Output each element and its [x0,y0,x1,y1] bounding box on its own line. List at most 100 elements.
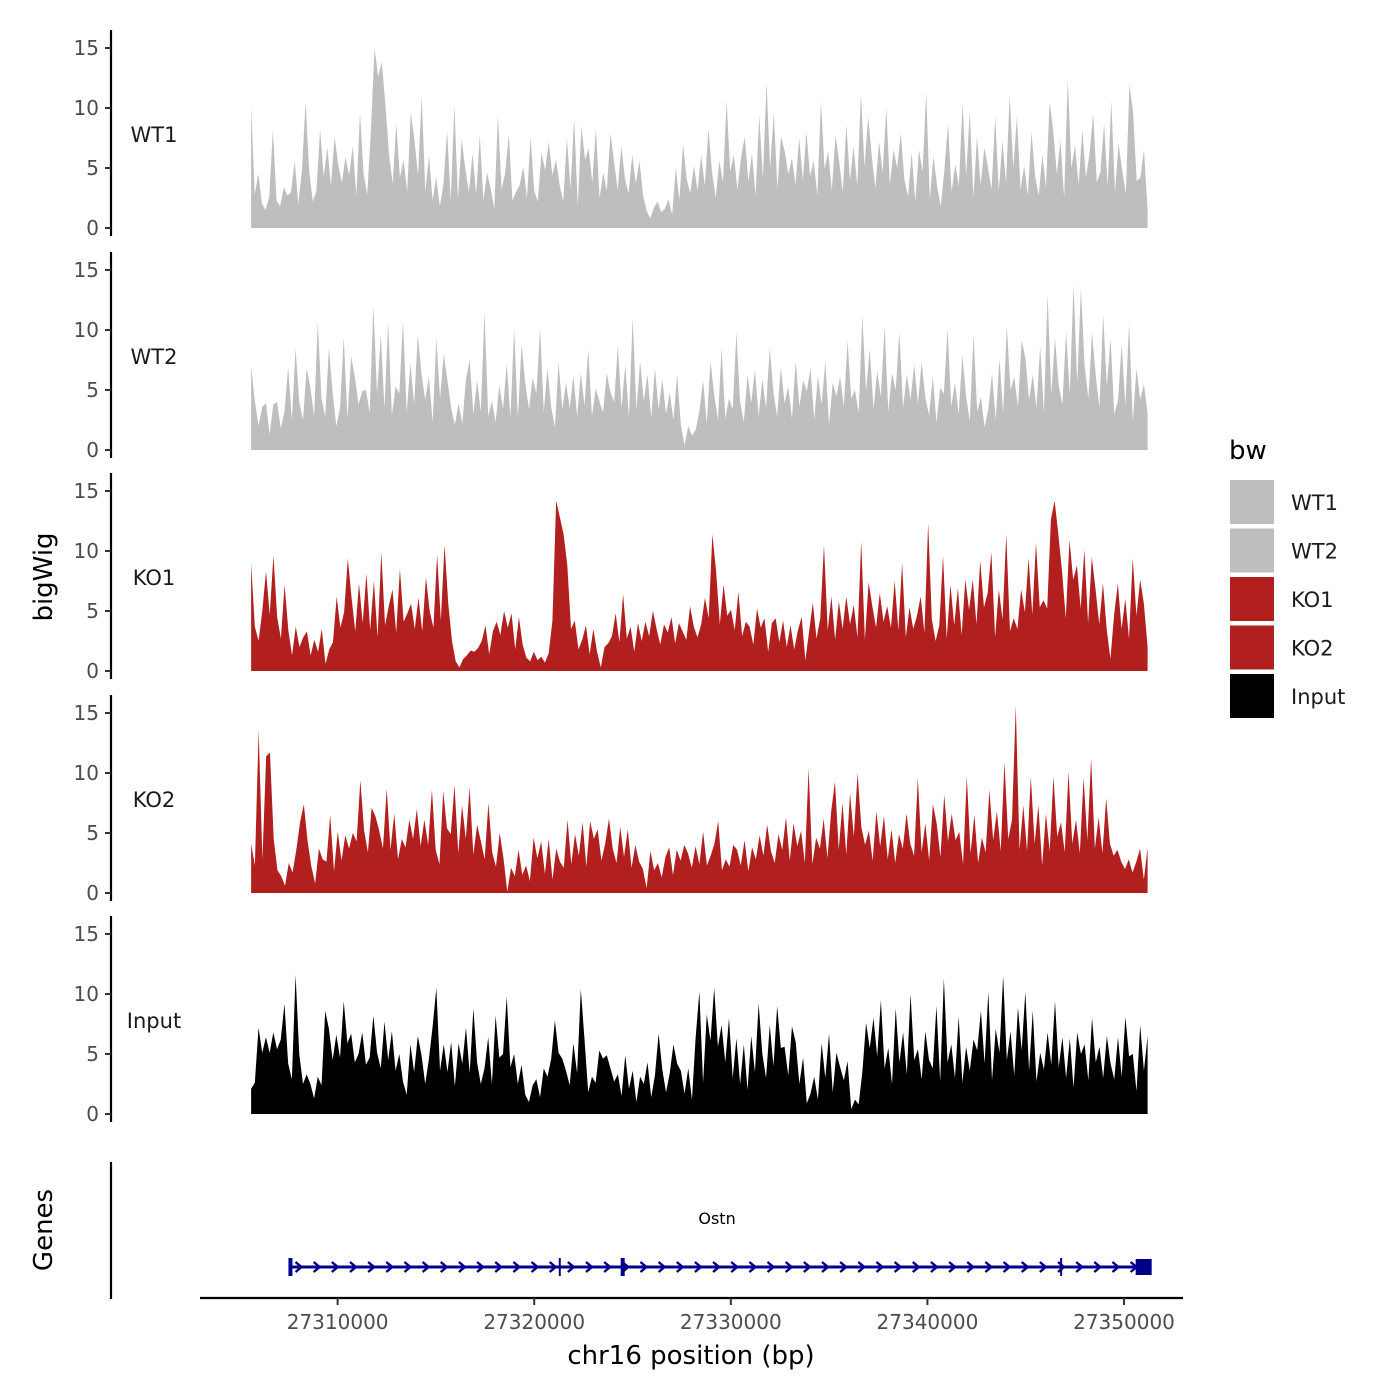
strand-arrow-icon [657,1261,667,1273]
strand-arrow-icon [530,1261,540,1273]
strand-arrow-icon [331,1261,340,1273]
y-tick-label: 5 [86,821,99,845]
legend-swatch-ko1 [1230,577,1274,621]
strand-arrow-icon [766,1261,776,1273]
legend-label-ko1: KO1 [1291,588,1334,612]
legend: bw WT1 WT2 KO1 KO2 Input [1229,436,1345,718]
strand-arrow-icon [312,1261,322,1273]
y-axis-title-bigwig: bigWig [29,532,59,621]
strand-arrow-icon [639,1261,649,1273]
track-label-wt2: WT2 [131,345,178,369]
legend-label-wt1: WT1 [1291,491,1338,515]
legend-swatch-input [1230,674,1274,718]
strand-arrow-icon [1075,1261,1085,1273]
strand-arrow-icon [367,1261,377,1273]
track-wt2: 0 5 10 15 WT2 [74,252,1148,462]
track-wt1: 0 5 10 15 WT1 [74,30,1148,240]
x-tick-label: 27350000 [1073,1310,1175,1334]
coverage-area-ko1 [251,500,1148,671]
strand-arrow-icon [585,1261,594,1273]
strand-arrow-icon [349,1261,358,1273]
coverage-area-wt1 [251,48,1148,228]
y-tick-label: 0 [86,881,99,905]
strand-arrow-icon [1002,1261,1012,1273]
strand-arrow-icon [476,1261,485,1273]
legend-swatch-wt1 [1230,480,1274,524]
y-tick-label: 10 [74,539,99,563]
strand-arrow-icon [984,1261,994,1273]
y-tick-label: 5 [86,599,99,623]
strand-arrow-icon [439,1261,449,1273]
strand-arrow-icon [803,1261,812,1273]
legend-swatch-ko2 [1230,625,1274,670]
track-ko1: 0 5 10 15 KO1 [74,473,1148,683]
strand-arrow-icon [548,1261,558,1273]
legend-label-ko2: KO2 [1291,637,1334,661]
track-label-ko2: KO2 [133,788,176,812]
y-tick-label: 0 [86,659,99,683]
strand-arrow-icon [748,1261,758,1273]
strand-arrow-icon [712,1261,721,1273]
strand-arrow-icon [730,1261,740,1273]
y-tick-label: 15 [74,701,99,725]
strand-arrow-icon [1057,1261,1066,1273]
y-tick-label: 5 [86,156,99,180]
x-ticks: 27310000 27320000 27330000 27340000 27350000 [287,1298,1175,1334]
strand-arrow-icon [458,1261,467,1273]
strand-arrow-icon [893,1261,903,1273]
strand-arrow-icon [421,1261,431,1273]
coverage-area-ko2 [251,705,1148,893]
strand-arrow-icon [784,1261,794,1273]
strand-arrow-icon [1020,1261,1030,1273]
x-axis: 27310000 27320000 27330000 27340000 27350000 [200,1296,1183,1334]
coverage-area-input [251,974,1148,1114]
y-tick-label: 15 [74,479,99,503]
strand-arrow-icon [966,1261,976,1273]
y-tick-label: 10 [74,318,99,342]
track-input: 0 5 10 15 Input [74,916,1148,1126]
gene-model-ostn [288,1258,1152,1276]
y-tick-label: 10 [74,982,99,1006]
y-tick-label: 15 [74,258,99,282]
strand-arrow-icon [857,1261,867,1273]
strand-arrow-icon [1111,1261,1121,1273]
exon-block [1135,1259,1152,1275]
genes-panel: Ostn [109,1162,1152,1299]
x-tick-label: 27320000 [483,1310,585,1334]
strand-arrow-icon [294,1261,304,1273]
gene-label-ostn: Ostn [698,1209,735,1228]
legend-swatch-wt2 [1230,528,1274,573]
y-tick-label: 0 [86,438,99,462]
bigwig-tracks: 0 5 10 15 WT1 0 5 10 15 WT2 0 5 10 15 KO1 0 5 10 15 KO2 0 5 10… [74,30,1148,1126]
y-tick-label: 5 [86,378,99,402]
y-tick-label: 10 [74,761,99,785]
strand-arrow-icon [875,1261,885,1273]
x-axis-title: chr16 position (bp) [567,1341,814,1371]
strand-arrow-icon [821,1261,830,1273]
strand-arrow-icon [675,1261,685,1273]
strand-arrow-icon [930,1261,939,1273]
x-tick-label: 27310000 [287,1310,389,1334]
strand-arrow-icon [948,1261,957,1273]
y-tick-label: 5 [86,1042,99,1066]
track-label-wt1: WT1 [131,123,178,147]
strand-arrow-icon [694,1261,703,1273]
y-tick-label: 15 [74,922,99,946]
x-tick-label: 27340000 [877,1310,979,1334]
strand-arrow-icon [494,1261,504,1273]
strand-arrow-icon [1093,1261,1103,1273]
track-label-ko1: KO1 [133,566,176,590]
legend-label-wt2: WT2 [1291,540,1338,564]
legend-label-input: Input [1291,685,1345,709]
strand-arrow-icon [603,1261,613,1273]
strand-arrow-icon [839,1261,849,1273]
strand-arrow-icon [512,1261,522,1273]
y-tick-label: 0 [86,1102,99,1126]
y-tick-label: 10 [74,96,99,120]
y-axis-title-genes: Genes [29,1189,59,1271]
x-tick-label: 27330000 [680,1310,782,1334]
track-label-input: Input [127,1009,181,1033]
track-ko2: 0 5 10 15 KO2 [74,695,1148,905]
strand-arrow-icon [385,1261,395,1273]
